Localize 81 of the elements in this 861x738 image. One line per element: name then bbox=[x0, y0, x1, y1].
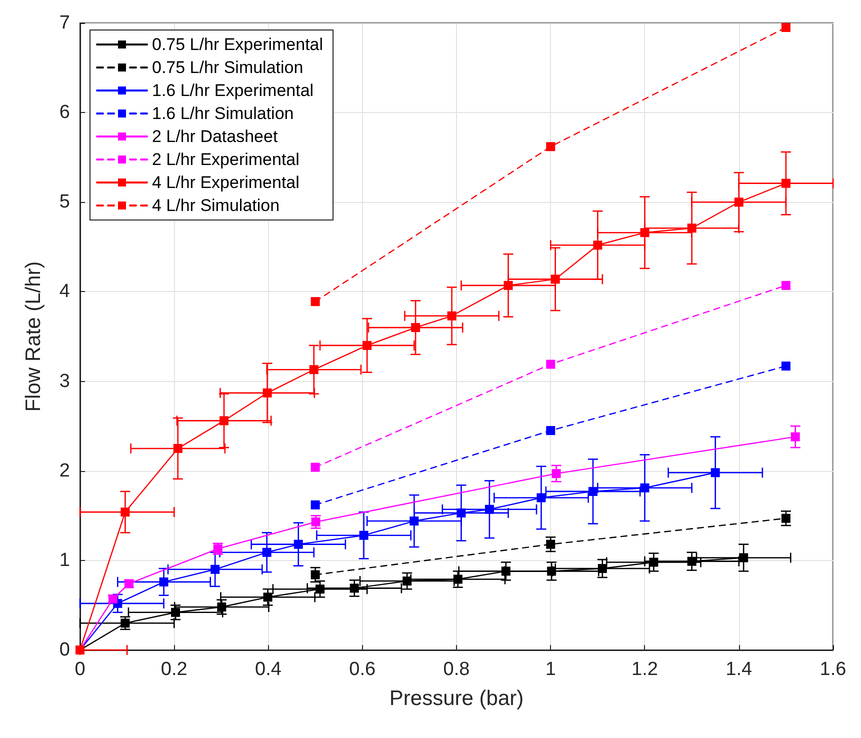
point bbox=[546, 142, 556, 152]
point bbox=[310, 500, 320, 510]
y-tick-label: 7 bbox=[59, 12, 70, 34]
point bbox=[640, 228, 650, 238]
y-tick-label: 5 bbox=[59, 192, 70, 213]
point bbox=[790, 432, 800, 442]
point bbox=[310, 570, 320, 580]
point bbox=[263, 592, 272, 602]
legend-label: 0.75 L/hr Simulation bbox=[152, 58, 304, 77]
point bbox=[781, 514, 790, 523]
point bbox=[402, 576, 412, 586]
point bbox=[687, 224, 696, 233]
x-tick-label: 0.2 bbox=[160, 659, 188, 680]
point bbox=[210, 564, 220, 574]
point bbox=[310, 297, 320, 306]
point bbox=[217, 602, 226, 612]
point bbox=[262, 548, 272, 557]
point bbox=[649, 558, 658, 567]
point bbox=[588, 486, 598, 496]
point bbox=[781, 362, 790, 371]
point bbox=[546, 360, 556, 369]
point bbox=[687, 556, 696, 566]
x-tick-label: 0.6 bbox=[349, 659, 376, 680]
point bbox=[171, 608, 180, 617]
point bbox=[262, 388, 272, 398]
point bbox=[781, 22, 790, 32]
point bbox=[536, 493, 546, 502]
point bbox=[362, 340, 372, 350]
point bbox=[781, 178, 790, 188]
point bbox=[350, 584, 359, 593]
point bbox=[546, 540, 556, 549]
point bbox=[359, 530, 368, 540]
point bbox=[310, 462, 320, 472]
point bbox=[410, 516, 419, 526]
point bbox=[484, 504, 494, 514]
point bbox=[598, 564, 607, 573]
legend-label: 0.75 L/hr Experimental bbox=[152, 35, 324, 54]
point bbox=[220, 416, 229, 426]
point bbox=[734, 198, 744, 207]
point bbox=[411, 323, 420, 332]
legend-label: 4 L/hr Experimental bbox=[152, 173, 300, 192]
point bbox=[781, 280, 790, 290]
legend-label: 4 L/hr Simulation bbox=[152, 196, 280, 215]
x-tick-label: 1 bbox=[545, 659, 556, 680]
point bbox=[309, 365, 318, 374]
point bbox=[710, 468, 720, 478]
point bbox=[447, 311, 456, 320]
x-tick-label: 0.4 bbox=[255, 659, 282, 680]
point bbox=[159, 577, 168, 586]
point bbox=[311, 517, 320, 526]
point bbox=[552, 469, 561, 478]
point bbox=[550, 274, 560, 284]
point bbox=[739, 553, 748, 562]
legend-label: 2 L/hr Datasheet bbox=[152, 127, 278, 146]
x-tick-label: 0 bbox=[74, 659, 86, 680]
point bbox=[316, 584, 325, 594]
y-tick-label: 3 bbox=[59, 370, 70, 392]
legend-label: 1.6 L/hr Simulation bbox=[152, 104, 294, 123]
point bbox=[593, 240, 602, 250]
point bbox=[173, 444, 182, 453]
x-tick-label: 0.8 bbox=[443, 659, 470, 680]
point bbox=[120, 508, 130, 517]
legend-label: 2 L/hr Experimental bbox=[152, 150, 300, 169]
y-tick-label: 1 bbox=[59, 550, 70, 571]
x-tick-label: 1.2 bbox=[632, 659, 658, 680]
point bbox=[120, 618, 130, 628]
x-tick-label: 1.6 bbox=[820, 659, 846, 680]
y-tick-label: 0 bbox=[59, 640, 70, 660]
y-axis-title: Flow Rate (L/hr) bbox=[22, 261, 45, 412]
x-axis-title: Pressure (bar) bbox=[389, 687, 524, 710]
legend-label: 1.6 L/hr Experimental bbox=[152, 81, 314, 100]
point bbox=[453, 574, 462, 584]
point bbox=[504, 280, 513, 290]
y-tick-label: 4 bbox=[59, 281, 70, 302]
point bbox=[294, 540, 303, 549]
point bbox=[456, 508, 466, 518]
x-tick-label: 1.4 bbox=[726, 659, 753, 680]
point bbox=[640, 483, 650, 492]
point bbox=[546, 426, 556, 436]
y-tick-label: 2 bbox=[59, 460, 70, 482]
y-tick-label: 6 bbox=[59, 102, 70, 124]
